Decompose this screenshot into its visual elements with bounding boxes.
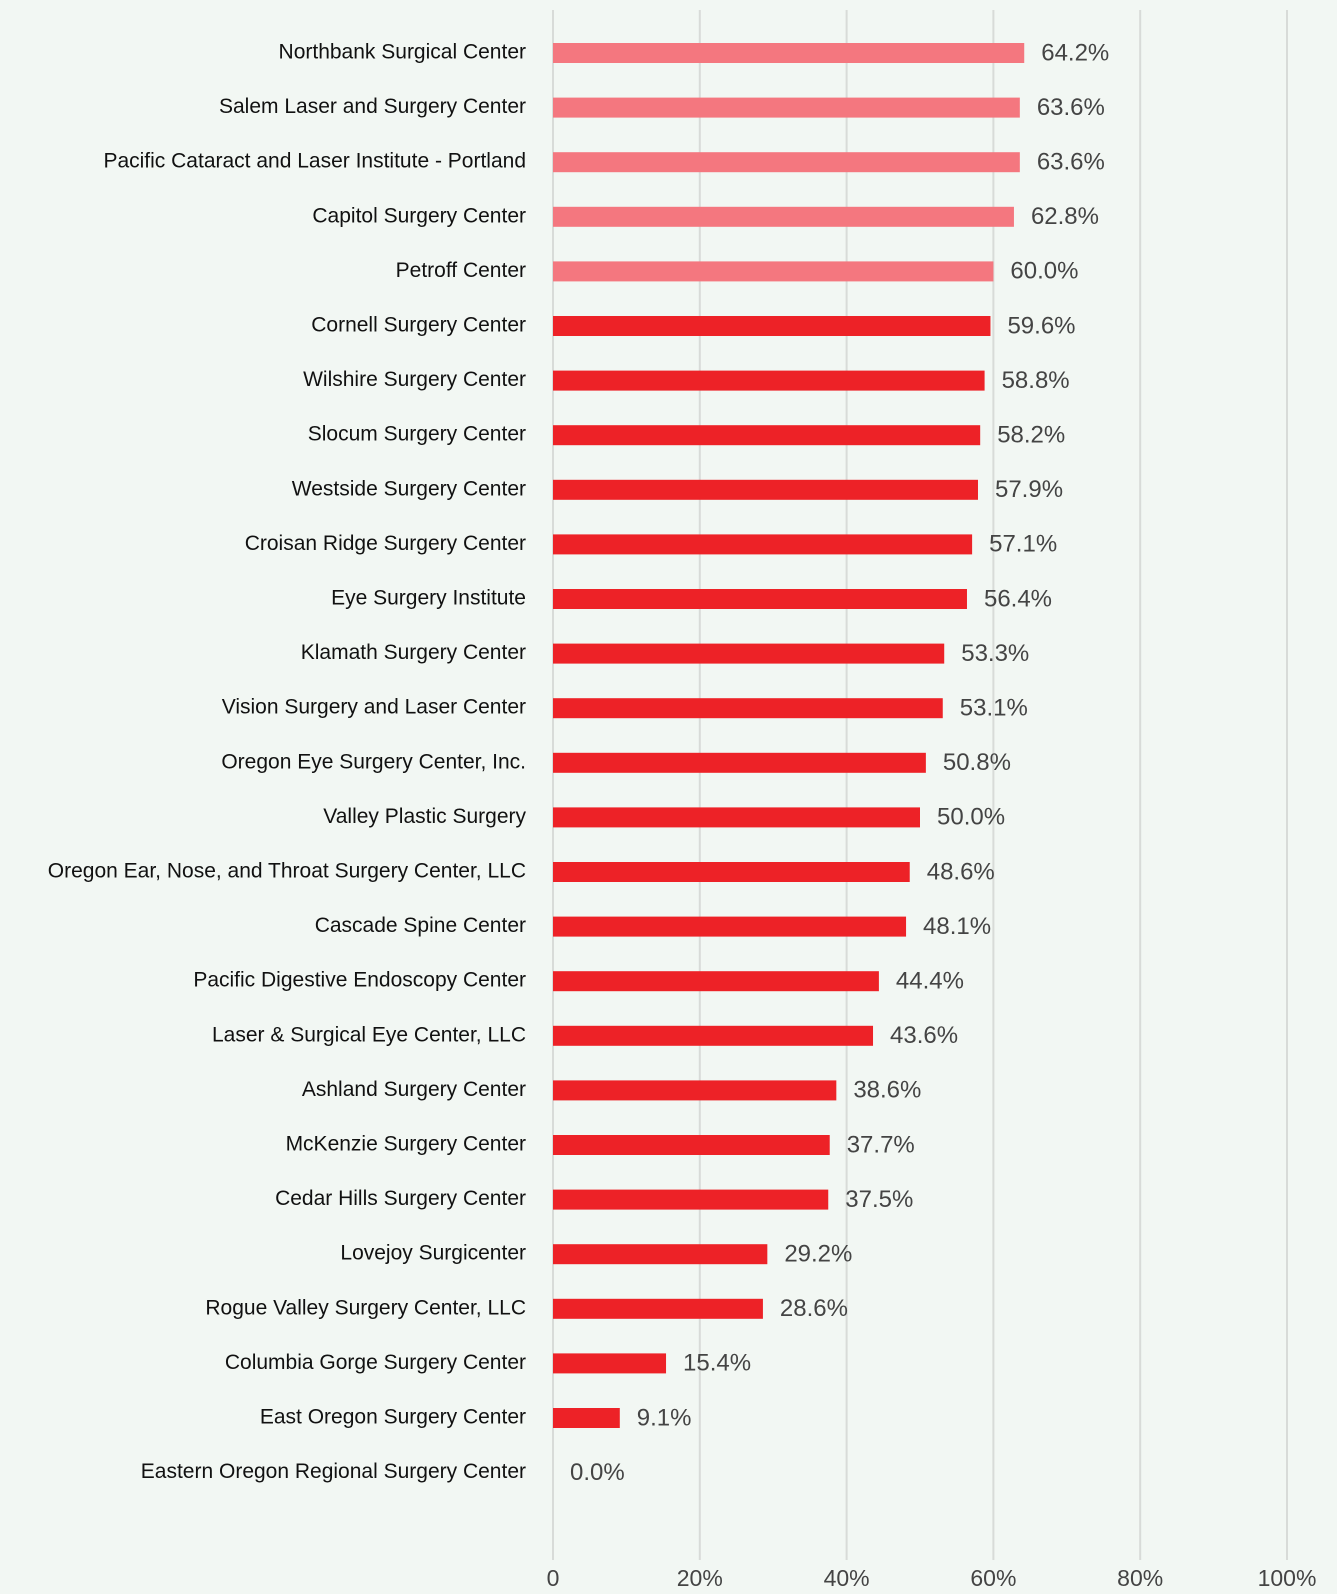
category-label: Cascade Spine Center — [315, 914, 526, 937]
value-label: 58.8% — [1002, 367, 1070, 394]
bar — [553, 1025, 874, 1046]
category-label: Valley Plastic Surgery — [323, 805, 526, 828]
category-label: Columbia Gorge Surgery Center — [225, 1351, 526, 1374]
bar — [553, 589, 967, 609]
category-label: Cornell Surgery Center — [311, 314, 526, 337]
bar — [553, 643, 945, 664]
bar — [553, 1189, 829, 1210]
value-label: 38.6% — [853, 1077, 921, 1104]
category-label: Capitol Surgery Center — [312, 204, 526, 227]
category-label: Laser & Surgical Eye Center, LLC — [212, 1023, 526, 1046]
category-label: Oregon Ear, Nose, and Throat Surgery Cen… — [48, 860, 526, 883]
bar — [553, 1408, 620, 1428]
value-label: 60.0% — [1010, 258, 1078, 285]
value-label: 9.1% — [637, 1404, 692, 1431]
value-label: 29.2% — [784, 1241, 852, 1268]
bar — [553, 1298, 763, 1319]
value-label: 57.9% — [995, 476, 1063, 503]
value-label: 43.6% — [890, 1022, 958, 1049]
x-tick-label: 60% — [970, 1565, 1016, 1591]
bar — [553, 43, 1025, 63]
value-label: 59.6% — [1007, 312, 1075, 339]
bar — [553, 698, 943, 719]
category-label: McKenzie Surgery Center — [286, 1133, 526, 1156]
value-label: 53.1% — [960, 695, 1028, 722]
bar — [553, 1244, 768, 1265]
value-label: 37.7% — [847, 1131, 915, 1158]
category-label: Lovejoy Surgicenter — [340, 1242, 526, 1265]
category-label: Ashland Surgery Center — [302, 1078, 526, 1101]
value-label: 44.4% — [896, 968, 964, 995]
value-label: 57.1% — [989, 531, 1057, 558]
bar — [553, 1135, 830, 1155]
value-label: 53.3% — [961, 640, 1029, 667]
category-label: Northbank Surgical Center — [279, 41, 526, 64]
category-label: Vision Surgery and Laser Center — [222, 696, 526, 719]
category-label: Slocum Surgery Center — [308, 423, 526, 446]
value-label: 63.6% — [1037, 149, 1105, 176]
bar — [553, 752, 926, 773]
bar — [553, 97, 1020, 118]
bar — [553, 916, 907, 937]
x-tick-label: 0 — [547, 1565, 560, 1591]
category-label: Eastern Oregon Regional Surgery Center — [141, 1460, 526, 1483]
value-label: 37.5% — [845, 1186, 913, 1213]
bar — [553, 316, 991, 336]
category-label: Westside Surgery Center — [292, 477, 526, 500]
x-tick-label: 80% — [1117, 1565, 1163, 1591]
bar — [553, 261, 994, 282]
x-tick-label: 40% — [824, 1565, 870, 1591]
value-label: 0.0% — [570, 1459, 625, 1486]
bar — [553, 1353, 667, 1374]
category-label: Rogue Valley Surgery Center, LLC — [205, 1296, 526, 1319]
category-label: Pacific Cataract and Laser Institute - P… — [103, 150, 526, 173]
category-label: Wilshire Surgery Center — [303, 368, 526, 391]
value-label: 48.1% — [923, 913, 991, 940]
value-label: 28.6% — [780, 1295, 848, 1322]
category-label: Pacific Digestive Endoscopy Center — [193, 969, 526, 992]
value-label: 64.2% — [1041, 39, 1109, 66]
bar — [553, 206, 1014, 227]
bar — [553, 370, 985, 391]
bar — [553, 971, 879, 992]
value-label: 62.8% — [1031, 203, 1099, 230]
value-label: 56.4% — [984, 585, 1052, 612]
value-label: 50.0% — [937, 804, 1005, 831]
bar — [553, 479, 978, 500]
bar — [553, 1080, 837, 1101]
bar — [553, 862, 910, 882]
value-label: 63.6% — [1037, 94, 1105, 121]
value-label: 15.4% — [683, 1350, 751, 1377]
category-label: East Oregon Surgery Center — [260, 1406, 526, 1429]
x-tick-label: 100% — [1258, 1565, 1317, 1591]
category-label: Croisan Ridge Surgery Center — [245, 532, 526, 555]
value-label: 50.8% — [943, 749, 1011, 776]
category-label: Eye Surgery Institute — [331, 587, 526, 610]
category-label: Cedar Hills Surgery Center — [275, 1187, 526, 1210]
x-tick-label: 20% — [677, 1565, 723, 1591]
category-label: Petroff Center — [396, 259, 526, 282]
value-label: 48.6% — [927, 858, 995, 885]
bar — [553, 425, 981, 446]
bar — [553, 534, 973, 555]
value-label: 58.2% — [997, 422, 1065, 449]
category-label: Klamath Surgery Center — [301, 641, 526, 664]
category-label: Oregon Eye Surgery Center, Inc. — [221, 750, 526, 773]
category-label: Salem Laser and Surgery Center — [219, 95, 526, 118]
bar — [553, 152, 1020, 173]
bar — [553, 807, 920, 828]
